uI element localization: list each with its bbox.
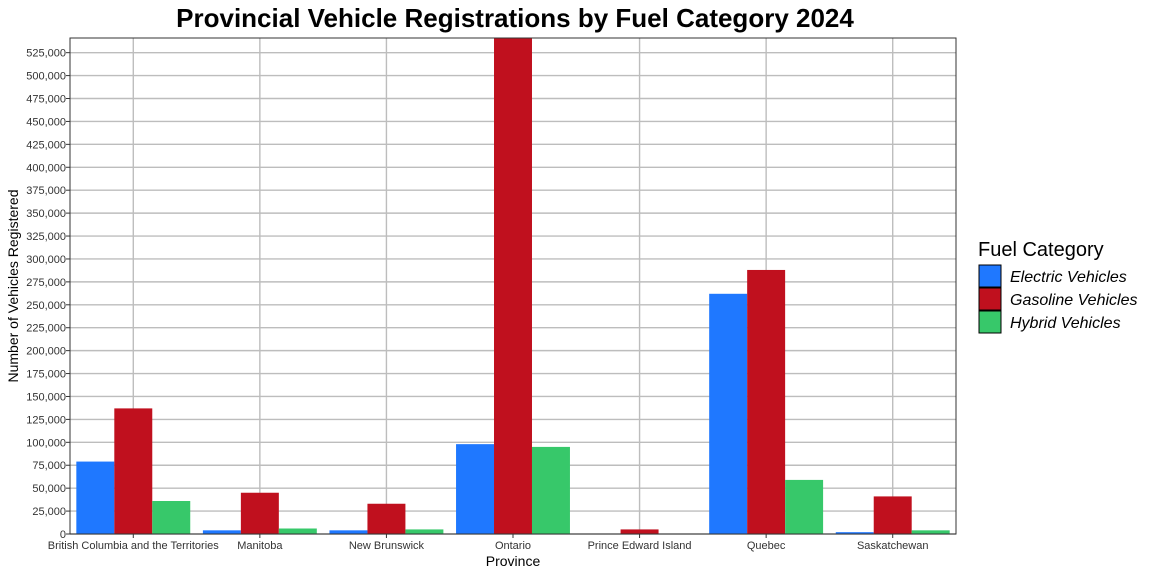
y-tick-label: 250,000	[26, 300, 66, 312]
x-tick-label: Quebec	[747, 540, 786, 552]
x-tick-label: Prince Edward Island	[588, 540, 692, 552]
bar-gasoline-vehicles	[747, 269, 786, 534]
legend: Fuel Category Electric Vehicles Gasoline …	[978, 239, 1137, 334]
chart-title: Provincial Vehicle Registrations by Fuel…	[176, 3, 854, 33]
bar-gasoline-vehicles	[367, 503, 406, 534]
y-tick-label: 375,000	[26, 185, 66, 197]
y-tick-label: 325,000	[26, 231, 66, 243]
x-axis-title: Province	[486, 553, 541, 569]
legend-swatch	[978, 287, 1002, 311]
y-tick-label: 75,000	[32, 460, 66, 472]
y-tick-label: 450,000	[26, 116, 66, 128]
bar-electric-vehicles	[76, 461, 115, 534]
y-tick-label: 300,000	[26, 254, 66, 266]
bar-hybrid-vehicles	[405, 529, 444, 534]
y-tick-label: 0	[60, 529, 66, 541]
y-tick-label: 225,000	[26, 323, 66, 335]
y-axis-title: Number of Vehicles Registered	[5, 190, 21, 383]
bar-hybrid-vehicles	[785, 479, 824, 534]
bar-hybrid-vehicles	[531, 446, 570, 534]
y-tick-label: 100,000	[26, 437, 66, 449]
bar-hybrid-vehicles	[278, 528, 317, 534]
y-tick-label: 475,000	[26, 94, 66, 106]
bar-electric-vehicles	[709, 293, 748, 534]
y-tick-label: 125,000	[26, 414, 66, 426]
y-tick-label: 275,000	[26, 277, 66, 289]
x-axis-ticks: British Columbia and the Territories Mani…	[48, 534, 929, 552]
bar-gasoline-vehicles	[114, 408, 153, 534]
bar-gasoline-vehicles	[620, 529, 659, 534]
legend-swatch	[978, 264, 1002, 288]
legend-label: Gasoline Vehicles	[1010, 292, 1137, 309]
y-tick-label: 350,000	[26, 208, 66, 220]
bar-gasoline-vehicles	[873, 496, 912, 534]
bars	[76, 38, 950, 534]
legend-title: Fuel Category	[978, 239, 1104, 261]
legend-label: Hybrid Vehicles	[1010, 315, 1121, 332]
bar-electric-vehicles	[202, 530, 241, 534]
bar-hybrid-vehicles	[152, 500, 191, 534]
legend-swatch	[978, 310, 1002, 334]
y-tick-label: 50,000	[32, 483, 66, 495]
bar-hybrid-vehicles	[911, 530, 950, 534]
y-tick-label: 500,000	[26, 71, 66, 83]
x-tick-label: New Brunswick	[349, 540, 425, 552]
y-tick-label: 400,000	[26, 162, 66, 174]
y-axis-ticks: 0 25,000 50,000 75,000 100,000 125,000 150,000…	[26, 48, 70, 541]
x-tick-label: Manitoba	[237, 540, 283, 552]
y-tick-label: 150,000	[26, 391, 66, 403]
bar-gasoline-vehicles	[494, 38, 532, 534]
y-tick-label: 25,000	[32, 506, 66, 518]
y-tick-label: 525,000	[26, 48, 66, 60]
x-tick-label: Saskatchewan	[857, 540, 929, 552]
y-tick-label: 425,000	[26, 139, 66, 151]
x-tick-label: British Columbia and the Territories	[48, 540, 219, 552]
legend-label: Electric Vehicles	[1010, 269, 1127, 286]
bar-gasoline-vehicles	[240, 492, 279, 534]
bar-electric-vehicles	[456, 444, 495, 534]
y-tick-label: 175,000	[26, 369, 66, 381]
y-tick-label: 200,000	[26, 346, 66, 358]
bar-electric-vehicles	[835, 532, 874, 534]
x-tick-label: Ontario	[495, 540, 531, 552]
bar-electric-vehicles	[329, 530, 368, 534]
